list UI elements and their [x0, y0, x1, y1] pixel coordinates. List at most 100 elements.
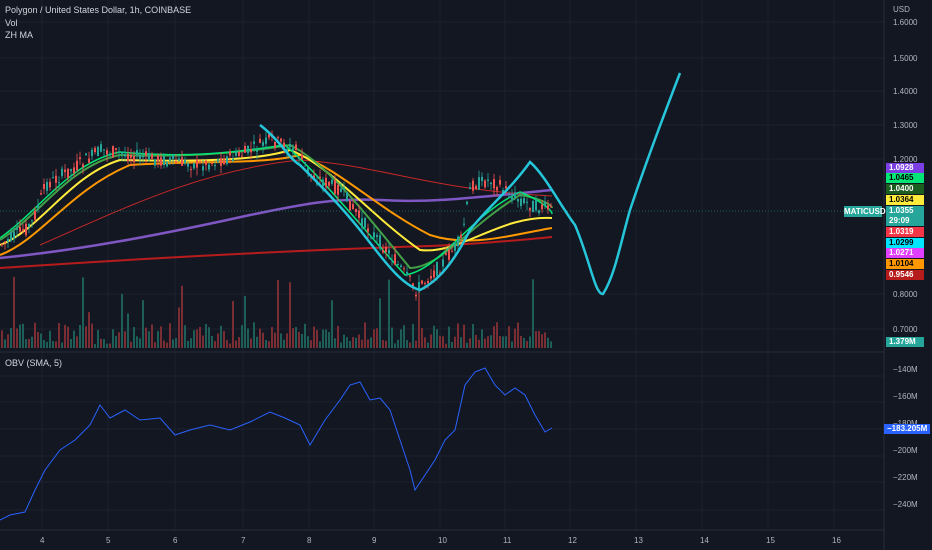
volume-bar [346, 337, 348, 348]
candle-body [112, 146, 114, 158]
chart-title[interactable]: Polygon / United States Dollar, 1h, COIN… [5, 5, 192, 15]
candle-body [175, 161, 177, 163]
candle-body [196, 159, 198, 168]
volume-bar [145, 327, 147, 348]
candle-body [454, 242, 456, 251]
date-tick-label: 7 [241, 536, 246, 545]
candle-body [250, 149, 252, 153]
volume-bar [52, 340, 54, 348]
volume-bar [1, 330, 3, 348]
candle-body [100, 144, 102, 152]
candle-body [475, 185, 477, 189]
candle-body [64, 169, 66, 173]
candle-body [214, 164, 216, 167]
candle-body [499, 180, 501, 185]
price-badge: 1.0364 [886, 195, 924, 205]
candle-body [181, 157, 183, 166]
volume-bar [259, 328, 261, 348]
price-badge: 1.0319 [886, 227, 924, 237]
volume-bar [511, 341, 513, 348]
candle-body [52, 177, 54, 179]
candle-body [82, 164, 84, 168]
volume-bar [514, 328, 516, 348]
volume-bar [208, 327, 210, 348]
volume-bar [400, 329, 402, 348]
price-tick-label: 1.2000 [893, 155, 918, 164]
obv-tick-label: −240M [893, 500, 918, 509]
candle-body [232, 158, 234, 162]
volume-bar [535, 331, 537, 348]
indicator-volume-label[interactable]: Vol [5, 18, 18, 28]
volume-bar [271, 327, 273, 348]
volume-bar [409, 342, 411, 348]
candle-body [178, 158, 180, 161]
volume-bar [331, 300, 333, 348]
candle-body [22, 229, 24, 232]
candle-body [487, 179, 489, 181]
volume-bar [7, 334, 9, 348]
volume-bar [295, 327, 297, 348]
volume-bar [169, 323, 171, 348]
volume-bar [358, 334, 360, 348]
ma-dark-red [0, 236, 553, 269]
obv-current-badge: −183.205M [884, 424, 930, 434]
volume-bar [37, 332, 39, 348]
volume-bar [262, 332, 264, 348]
candle-body [514, 192, 516, 198]
candle-body [349, 200, 351, 211]
volume-bar [127, 313, 129, 348]
obv-label[interactable]: OBV (SMA, 5) [5, 358, 63, 368]
candle-body [151, 154, 153, 159]
volume-bar [214, 341, 216, 348]
candle-body [118, 151, 120, 153]
date-tick-label: 16 [832, 536, 841, 545]
candle-body [331, 179, 333, 184]
candle-body [307, 167, 309, 174]
volume-bar [433, 325, 435, 348]
volume-bar [253, 322, 255, 348]
volume-bar [247, 328, 249, 348]
price-badge: 1.0271 [886, 248, 924, 258]
volume-bar [241, 325, 243, 348]
volume-bar [487, 336, 489, 348]
volume-bar [55, 341, 57, 348]
candle-body [34, 210, 36, 220]
volume-bar [436, 329, 438, 348]
volume-bar [280, 333, 282, 348]
volume-bar [175, 337, 177, 348]
indicator-ma-label[interactable]: ZH MA [5, 30, 33, 40]
volume-bar [307, 336, 309, 348]
candle-body [406, 271, 408, 276]
volume-bar [550, 341, 552, 348]
candle-body [205, 160, 207, 165]
candle-body [163, 155, 165, 165]
volume-bar [82, 277, 84, 348]
volume-bar [523, 337, 525, 348]
candle-body [502, 189, 504, 195]
volume-bar [187, 340, 189, 348]
volume-bar [283, 339, 285, 348]
volume-bar [475, 334, 477, 348]
candle-body [7, 239, 9, 242]
volume-bar [217, 333, 219, 348]
volume-bar [166, 342, 168, 348]
volume-bar [538, 330, 540, 348]
volume-bar [121, 293, 123, 348]
candle-body [469, 187, 471, 190]
volume-bar [328, 332, 330, 348]
candle-body [334, 180, 336, 194]
volume-bar [70, 339, 72, 348]
date-tick-label: 8 [307, 536, 312, 545]
volume-bar [481, 329, 483, 348]
candle-body [157, 155, 159, 162]
volume-bar [13, 276, 15, 348]
projection-drawing[interactable] [259, 72, 682, 296]
volume-bar [211, 335, 213, 348]
candle-body [229, 151, 231, 156]
candle-body [424, 282, 426, 284]
candle-body [481, 176, 483, 182]
candle-body [139, 154, 141, 159]
candle-body [526, 201, 528, 203]
candle-body [346, 192, 348, 202]
